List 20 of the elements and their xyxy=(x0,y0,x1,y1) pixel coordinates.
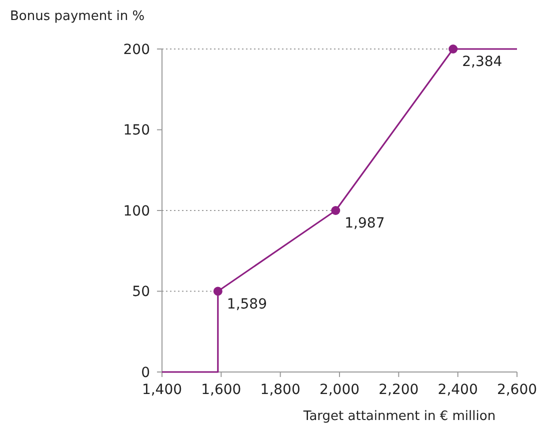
x-tick-label: 2,200 xyxy=(378,382,419,398)
x-axis-title: Target attainment in € million xyxy=(302,409,496,424)
x-tick-label: 1,800 xyxy=(260,382,300,398)
x-tick-label: 2,000 xyxy=(319,382,360,398)
x-tick-label: 2,400 xyxy=(438,382,478,398)
x-tick-label: 1,600 xyxy=(201,382,242,398)
y-tick-label: 150 xyxy=(123,122,150,139)
annotation: 1,589 xyxy=(226,296,268,312)
point xyxy=(213,286,222,296)
point xyxy=(331,206,340,215)
point xyxy=(448,44,458,54)
x-tick-label: 2,600 xyxy=(496,382,538,398)
y-axis-title: Bonus payment in % xyxy=(10,9,145,24)
y-tick-label: 200 xyxy=(123,42,150,58)
y-tick-label: 0 xyxy=(141,364,150,381)
annotation: 1,987 xyxy=(344,216,385,232)
y-tick-label: 50 xyxy=(132,284,150,300)
annotation: 2,384 xyxy=(462,54,502,70)
y-tick-label: 100 xyxy=(123,203,150,220)
x-tick-label: 1,400 xyxy=(142,382,182,398)
